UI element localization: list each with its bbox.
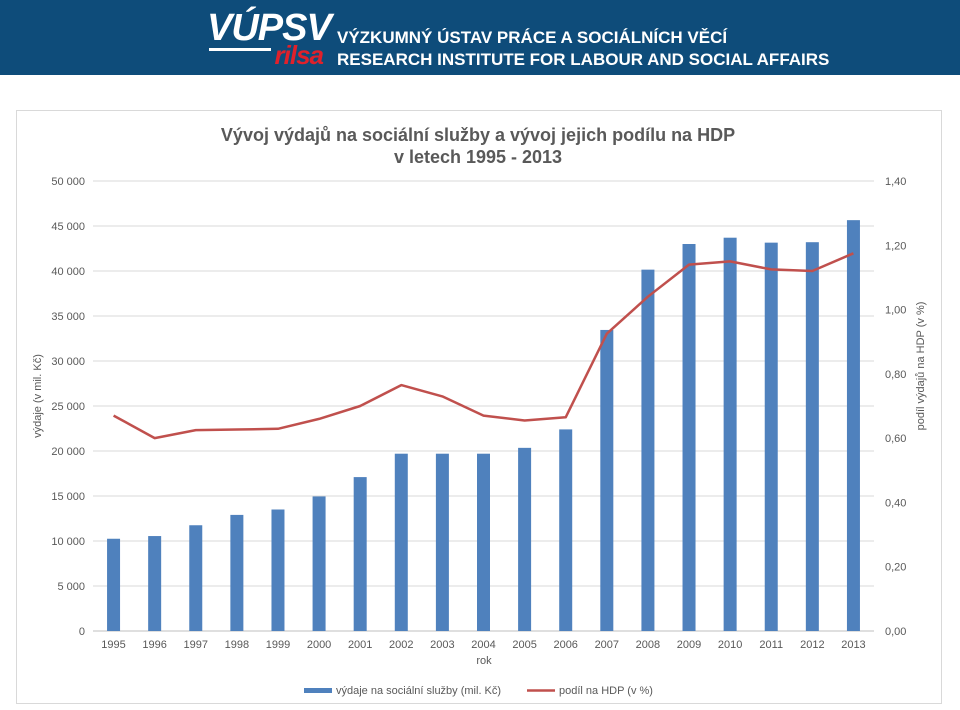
x-tick-label: 2006 [553, 639, 577, 651]
legend-bar-label: výdaje na sociální služby (mil. Kč) [336, 685, 501, 697]
y2-tick-label: 0,40 [885, 497, 906, 509]
x-tick-label: 2000 [307, 639, 331, 651]
legend-line-label: podíl na HDP (v %) [559, 685, 653, 697]
x-tick-label: 1998 [225, 639, 249, 651]
institute-name-en: RESEARCH INSTITUTE FOR LABOUR AND SOCIAL… [337, 50, 830, 69]
y2-tick-label: 1,20 [885, 240, 906, 252]
x-tick-label: 2009 [677, 639, 701, 651]
bar-2000 [312, 496, 326, 631]
y-tick-label: 25 000 [51, 401, 85, 413]
bar-2005 [518, 447, 532, 631]
y-tick-label: 30 000 [51, 356, 85, 368]
x-tick-label: 2007 [595, 639, 619, 651]
bar-2013 [846, 220, 860, 631]
y2-tick-label: 0,20 [885, 562, 906, 574]
line-series-hdp [112, 252, 854, 440]
bar-1995 [107, 538, 121, 631]
y2-tick-label: 1,00 [885, 305, 906, 317]
bar-1996 [148, 536, 162, 631]
bar-1997 [189, 525, 203, 631]
logo-sub-text: rilsa [274, 40, 324, 70]
y2-tick-label: 0,80 [885, 369, 906, 381]
chart-title: Vývoj výdajů na sociální služby a vývoj … [221, 125, 735, 145]
x-tick-label: 2004 [471, 639, 495, 651]
bar-2012 [805, 242, 819, 631]
bar-2004 [477, 453, 490, 631]
institute-name-cz: VÝZKUMNÝ ÚSTAV PRÁCE A SOCIÁLNÍCH VĚCÍ [337, 28, 728, 47]
y2-tick-label: 0,00 [885, 626, 906, 638]
legend: výdaje na sociální služby (mil. Kč) podí… [304, 685, 653, 697]
bar-2009 [682, 244, 696, 631]
chart-panel: 0 5 000 10 000 15 000 20 000 25 000 30 000 35 0… [16, 110, 942, 704]
x-axis-label: rok [476, 655, 492, 667]
bar-2006 [559, 429, 573, 631]
y-tick-label: 15 000 [51, 491, 85, 503]
bar-1999 [271, 509, 285, 631]
combo-chart: 0 5 000 10 000 15 000 20 000 25 000 30 000 35 0… [32, 125, 927, 697]
x-tick-label: 1997 [184, 639, 208, 651]
bar-2007 [600, 329, 614, 631]
x-tick-label: 2008 [636, 639, 660, 651]
x-tick-label: 1996 [142, 639, 166, 651]
bar-2003 [435, 453, 449, 631]
x-tick-label: 2013 [841, 639, 865, 651]
y2-tick-label: 0,60 [885, 433, 906, 445]
x-tick-label: 2012 [800, 639, 824, 651]
bar-2002 [394, 453, 408, 631]
y2-tick-label: 1,40 [885, 176, 906, 188]
x-tick-label: 1995 [101, 639, 125, 651]
y-tick-label: 50 000 [51, 176, 85, 188]
x-tick-label: 2002 [389, 639, 413, 651]
bar-1998 [230, 514, 244, 631]
x-tick-label: 2010 [718, 639, 742, 651]
logo-underline [209, 48, 271, 51]
x-tick-label: 1999 [266, 639, 290, 651]
logo-main-text: VÚPSV [207, 7, 332, 49]
y-tick-label: 35 000 [51, 311, 85, 323]
legend-bar-swatch [304, 688, 332, 693]
bar-2008 [641, 269, 655, 631]
header-banner: VÚPSV rilsa VÝZKUMNÝ ÚSTAV PRÁCE A SOCIÁ… [0, 0, 960, 75]
vupsv-logo: VÚPSV rilsa [207, 8, 332, 70]
bar-2011 [764, 242, 778, 631]
y-tick-label: 45 000 [51, 221, 85, 233]
y-tick-label: 5 000 [57, 581, 85, 593]
bar-2001 [353, 477, 367, 631]
x-tick-label: 2005 [512, 639, 536, 651]
chart-subtitle: v letech 1995 - 2013 [394, 147, 562, 167]
x-tick-label: 2011 [759, 639, 783, 651]
y2-axis-label: podíl výdajů na HDP (v %) [915, 302, 927, 431]
bar-2010 [723, 237, 737, 631]
x-tick-label: 2001 [348, 639, 372, 651]
y-tick-label: 10 000 [51, 536, 85, 548]
x-tick-label: 2003 [430, 639, 454, 651]
y-tick-label: 0 [79, 626, 85, 638]
y-tick-label: 20 000 [51, 446, 85, 458]
y-axis-label: výdaje (v mil. Kč) [32, 354, 44, 438]
y-tick-label: 40 000 [51, 266, 85, 278]
